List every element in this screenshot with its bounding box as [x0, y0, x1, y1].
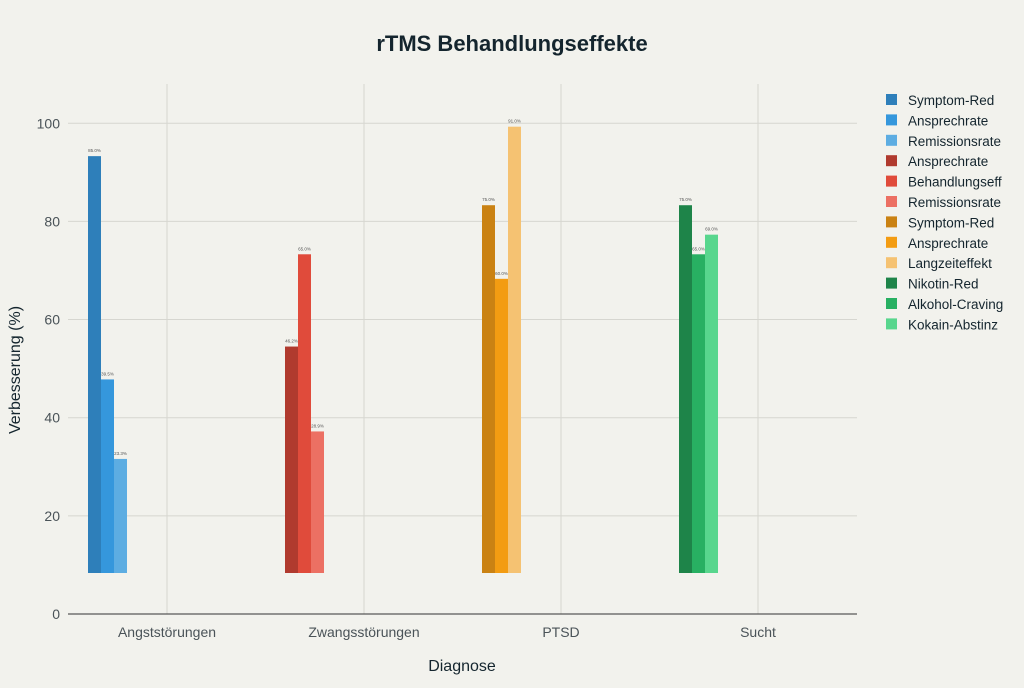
legend-label[interactable]: Kokain-Abstinz [908, 317, 998, 332]
legend-swatch[interactable] [886, 94, 897, 105]
legend-label[interactable]: Remissionsrate [908, 134, 1001, 149]
legend-label[interactable]: Langzeiteffekt [908, 256, 992, 271]
x-tick-label: Angststörungen [118, 624, 216, 640]
legend-swatch[interactable] [886, 196, 897, 207]
bar-data-label: 23.3% [114, 451, 127, 456]
legend-label[interactable]: Remissionsrate [908, 195, 1001, 210]
legend-label[interactable]: Alkohol-Craving [908, 297, 1003, 312]
x-tick-label: PTSD [542, 624, 579, 640]
axes: 0 20 40 60 80 100 Angststörungen Zwangsstörunge… [37, 115, 857, 640]
legend-swatch[interactable] [886, 236, 897, 248]
bar-data-label: 91.0% [508, 119, 521, 124]
y-tick-label: 100 [37, 115, 61, 131]
legend-swatch[interactable] [886, 216, 897, 228]
bar-data-label: 75.0% [679, 197, 692, 202]
legend-swatch[interactable] [886, 114, 897, 126]
bar-data-label: 60.0% [495, 271, 508, 276]
x-axis-label: Diagnose [428, 658, 496, 675]
legend: Symptom-Red Ansprechrate Remissionsrate Ans… [886, 93, 1003, 332]
legend-label[interactable]: Ansprechrate [908, 113, 988, 128]
bar-data-label: 46.2% [285, 339, 298, 344]
bar [508, 126, 521, 573]
bar [692, 254, 705, 573]
bar [679, 205, 692, 574]
bar-data-label: 85.0% [88, 148, 101, 153]
legend-swatch[interactable] [886, 175, 897, 187]
grid [68, 84, 857, 614]
bar-data-label: 65.0% [298, 246, 311, 251]
y-tick-label: 0 [52, 606, 60, 622]
bar-data-label: 75.0% [482, 197, 495, 202]
y-tick-label: 40 [44, 410, 60, 426]
legend-label[interactable]: Ansprechrate [908, 154, 988, 169]
legend-label[interactable]: Nikotin-Red [908, 277, 979, 292]
legend-swatch[interactable] [886, 257, 897, 269]
legend-label[interactable]: Ansprechrate [908, 236, 988, 251]
bar [298, 254, 311, 573]
bar-data-label: 28.9% [311, 423, 324, 428]
y-tick-label: 60 [44, 312, 60, 328]
legend-label[interactable]: Symptom-Red [908, 215, 994, 230]
y-tick-label: 20 [44, 508, 60, 524]
bar-data-label: 69.0% [705, 227, 718, 232]
x-tick-label: Sucht [740, 624, 776, 640]
bar-data-label: 39.5% [101, 371, 114, 376]
bar [482, 205, 495, 574]
bar [285, 346, 298, 573]
legend-swatch[interactable] [886, 298, 897, 309]
legend-label[interactable]: Symptom-Red [908, 93, 994, 108]
y-tick-label: 80 [44, 213, 60, 229]
chart-title: rTMS Behandlungseffekte [376, 31, 647, 56]
legend-swatch[interactable] [886, 318, 897, 330]
bar [101, 379, 114, 573]
bars: 85.0% 39.5% 23.3% 46.2% 65.0% 28.9% 75.0% 60.0%… [88, 119, 718, 574]
legend-swatch[interactable] [886, 277, 897, 289]
legend-label[interactable]: Behandlungseff [908, 175, 1002, 190]
bar [705, 234, 718, 573]
bar [311, 431, 324, 573]
bar [495, 278, 508, 573]
bar [114, 458, 127, 573]
x-tick-label: Zwangsstörungen [308, 624, 419, 640]
bar [88, 156, 101, 573]
y-axis-label: Verbesserung (%) [7, 306, 24, 434]
legend-swatch[interactable] [886, 155, 897, 167]
legend-swatch[interactable] [886, 134, 897, 146]
bar-data-label: 65.0% [692, 246, 705, 251]
